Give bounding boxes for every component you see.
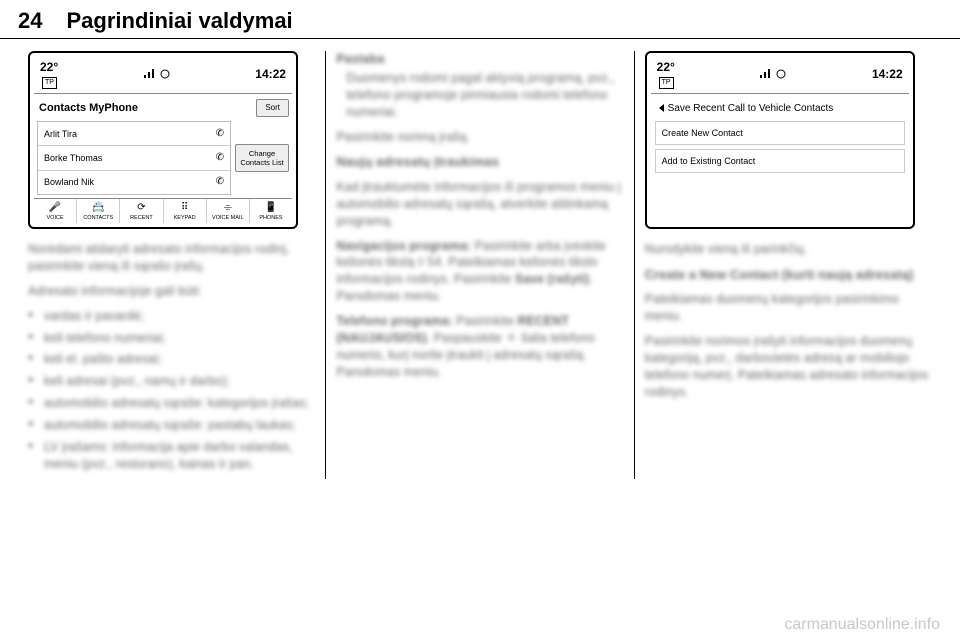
phone-mock-contacts: 22° TP 14:22 Contacts MyPhone Sort	[28, 51, 298, 229]
tab-label: CONTACTS	[83, 215, 113, 222]
temperature: 22°	[657, 60, 675, 74]
contact-list: Arlit Tira ✆ Borke Thomas ✆ Bowland Nik ✆	[37, 121, 231, 194]
status-icons	[759, 69, 787, 79]
paragraph: Nurodykite vieną iš parinkčių.	[645, 241, 932, 258]
clock-icon	[159, 69, 171, 79]
left-column: 22° TP 14:22 Contacts MyPhone Sort	[18, 51, 325, 479]
tab-phones[interactable]: 📱PHONES	[250, 199, 292, 223]
right-column: 22° TP 14:22 Save Recent Call to Vehicle…	[635, 51, 942, 479]
tp-badge: TP	[659, 77, 674, 88]
time: 14:22	[255, 67, 286, 81]
phone-screen-title-row: Save Recent Call to Vehicle Contacts	[655, 100, 905, 118]
page-header: 24 Pagrindiniai valdymai	[0, 0, 960, 39]
contact-name: Arlit Tira	[44, 128, 77, 140]
tab-label: VOICE MAIL	[212, 215, 243, 222]
phone-icon: ✆	[216, 127, 224, 141]
paragraph: Pateikiamas duomenų kategorijos pasirink…	[645, 291, 932, 325]
temperature: 22°	[40, 60, 58, 74]
mic-icon: 🎤	[49, 202, 61, 214]
status-right: 14:22	[872, 66, 903, 82]
paragraph: Telefono programa: Pasirinkite RECENT (N…	[336, 313, 623, 381]
list-item: keli adresai (pvz., namų ir darbo);	[28, 373, 315, 390]
contact-name: Bowland Nik	[44, 176, 94, 188]
list-item: vardas ir pavardė;	[28, 308, 315, 325]
phone-statusbar: 22° TP 14:22	[34, 57, 292, 94]
phone-icon: ✆	[216, 151, 224, 165]
voicemail-icon: ⌯	[224, 202, 232, 214]
clock-icon	[775, 69, 787, 79]
time: 14:22	[872, 67, 903, 81]
note-box: Pastaba Duomenys rodomi pagal aktyvią pr…	[336, 51, 623, 121]
contact-row[interactable]: Borke Thomas ✆	[38, 146, 230, 170]
option-create-new[interactable]: Create New Contact	[655, 121, 905, 145]
paragraph: Navigacijos programa: Pasirinkite arba į…	[336, 238, 623, 306]
heading: Naujų adresatų įtraukimas	[336, 153, 623, 171]
phone-bottombar: 🎤VOICE 📇CONTACTS ⟳RECENT ⠿KEYPAD ⌯VOICE …	[34, 198, 292, 223]
tp-badge: TP	[42, 77, 57, 88]
paragraph: Pasirinkite norimos įrašyti informacijos…	[645, 333, 932, 401]
tab-keypad[interactable]: ⠿KEYPAD	[164, 199, 207, 223]
paragraph: Norėdami atidaryti adresato informacijos…	[28, 241, 315, 275]
recent-icon: ⟳	[137, 202, 145, 214]
paragraph-text: Pasirinkite	[456, 314, 517, 328]
phone-mock-save: 22° TP 14:22 Save Recent Call to Vehicle…	[645, 51, 915, 229]
tab-voice[interactable]: 🎤VOICE	[34, 199, 77, 223]
contact-row[interactable]: Arlit Tira ✆	[38, 122, 230, 146]
list-item: keli el. pašto adresai;	[28, 351, 315, 368]
phone-screen-title: Contacts MyPhone	[37, 101, 138, 116]
list-item: LV įrašams: informacija apie darbo valan…	[28, 439, 315, 473]
note-title: Pastaba	[336, 51, 623, 68]
watermark: carmanualsonline.info	[784, 616, 940, 634]
signal-icon	[143, 69, 155, 79]
option-add-existing[interactable]: Add to Existing Contact	[655, 149, 905, 173]
tab-label: VOICE	[47, 215, 64, 222]
status-left: 22° TP	[657, 59, 675, 89]
phone-body: Save Recent Call to Vehicle Contacts Cre…	[651, 94, 909, 223]
tab-contacts[interactable]: 📇CONTACTS	[77, 199, 120, 223]
bullet-list: vardas ir pavardė; keli telefono numeria…	[28, 308, 315, 473]
phone-body: Contacts MyPhone Sort Arlit Tira ✆ Borke …	[34, 94, 292, 198]
book-icon: 📇	[92, 202, 104, 214]
status-right: 14:22	[255, 66, 286, 82]
back-icon[interactable]	[659, 104, 664, 112]
phone-statusbar: 22° TP 14:22	[651, 57, 909, 94]
paragraph: Kad įtrauktumėte informacijos iš program…	[336, 179, 623, 230]
list-item: automobilio adresatų sąraše: pastabų lau…	[28, 417, 315, 434]
contact-name: Borke Thomas	[44, 152, 102, 164]
list-item: keli telefono numeriai;	[28, 330, 315, 347]
status-icons	[143, 69, 171, 79]
page-number: 24	[18, 8, 42, 34]
change-list-button[interactable]: Change Contacts List	[235, 144, 289, 172]
phones-icon: 📱	[265, 202, 277, 214]
middle-column: Pastaba Duomenys rodomi pagal aktyvią pr…	[325, 51, 634, 479]
list-wrap: Arlit Tira ✆ Borke Thomas ✆ Bowland Nik ✆ C…	[37, 121, 289, 194]
sort-button[interactable]: Sort	[256, 99, 289, 118]
tab-label: PHONES	[259, 215, 282, 222]
status-left: 22° TP	[40, 59, 58, 89]
keypad-icon: ⠿	[181, 202, 188, 214]
phone-title-row: Contacts MyPhone Sort	[37, 99, 289, 118]
phone-screen-title: Save Recent Call to Vehicle Contacts	[668, 102, 834, 116]
tab-label: KEYPAD	[174, 215, 196, 222]
paragraph: Adresato informacijoje gali būti:	[28, 283, 315, 300]
tab-label: RECENT	[130, 215, 153, 222]
signal-icon	[759, 69, 771, 79]
ui-label: Save (rašyti)	[515, 272, 589, 286]
list-item: automobilio adresatų sąraše: kategorijos…	[28, 395, 315, 412]
note-body: Duomenys rodomi pagal aktyvią programą, …	[336, 70, 623, 121]
page-title: Pagrindiniai valdymai	[66, 8, 292, 34]
paragraph: Pasirinkite norimą įrašą.	[336, 129, 623, 146]
contact-row[interactable]: Bowland Nik ✆	[38, 171, 230, 194]
tab-recent[interactable]: ⟳RECENT	[120, 199, 163, 223]
columns: 22° TP 14:22 Contacts MyPhone Sort	[0, 39, 960, 479]
app-name: Navigacijos programa:	[336, 239, 474, 253]
app-name: Telefono programa:	[336, 314, 456, 328]
phone-icon: ✆	[216, 175, 224, 189]
tab-voicemail[interactable]: ⌯VOICE MAIL	[207, 199, 250, 223]
heading: Create a New Contact (kurti naują adresa…	[645, 266, 932, 284]
